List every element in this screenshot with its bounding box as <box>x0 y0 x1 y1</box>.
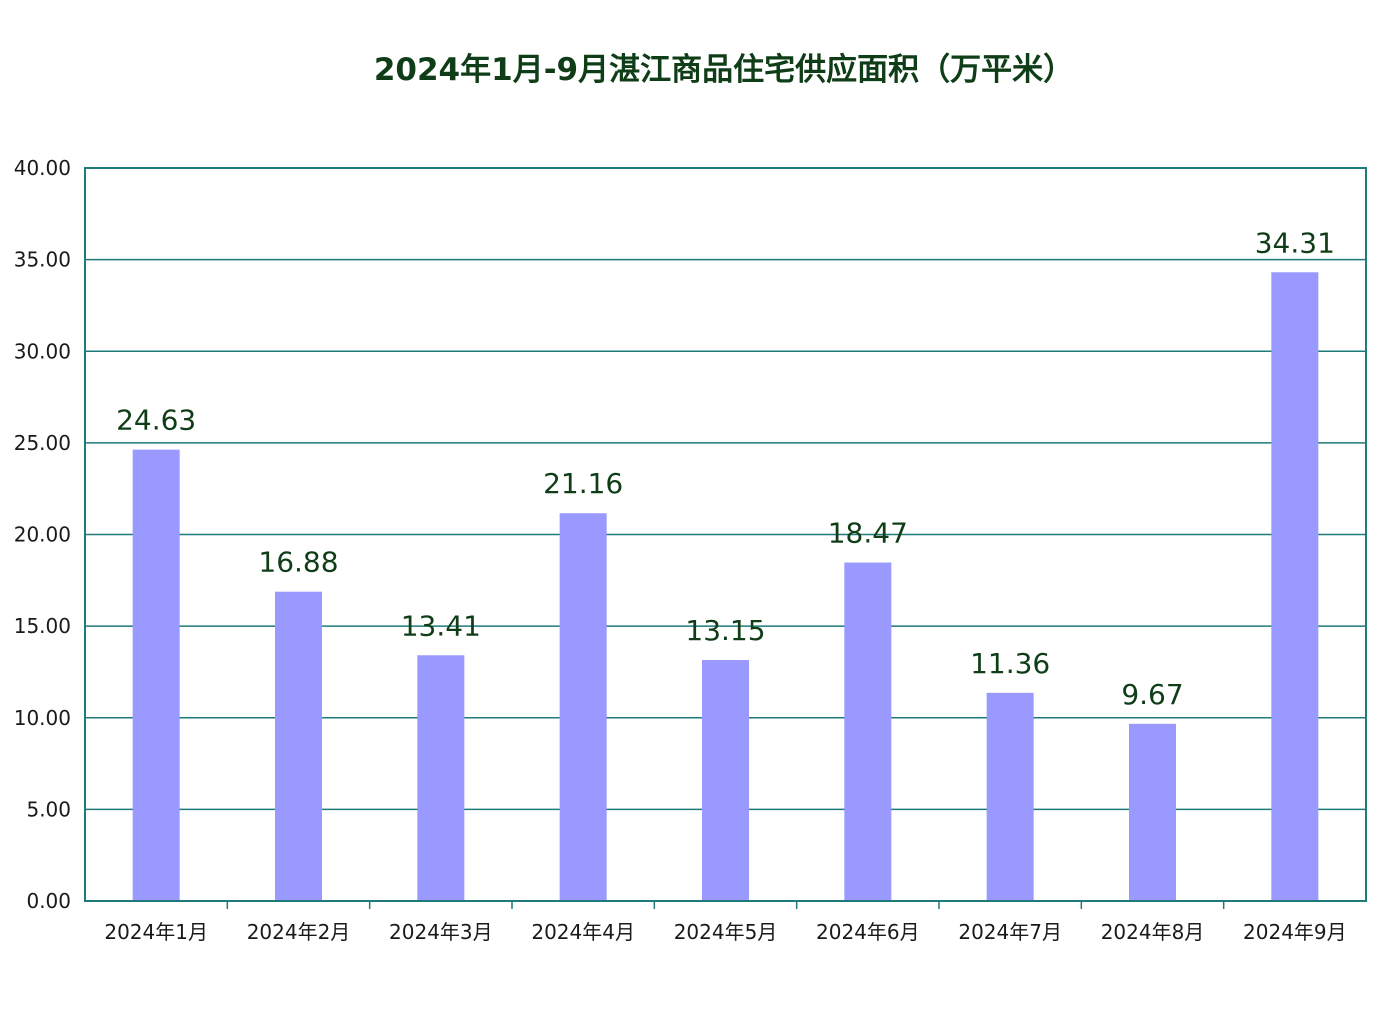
bar <box>702 660 749 901</box>
y-tick-label: 5.00 <box>26 797 71 821</box>
bar <box>132 449 180 901</box>
x-tick-label: 2024年8月 <box>1101 920 1205 944</box>
data-label: 11.36 <box>970 647 1050 680</box>
data-label: 34.31 <box>1255 226 1335 259</box>
data-label: 9.67 <box>1121 678 1183 711</box>
y-tick-label: 20.00 <box>14 523 71 547</box>
data-label: 16.88 <box>258 546 338 579</box>
x-tick-label: 2024年4月 <box>531 920 635 944</box>
bar <box>986 692 1034 901</box>
y-tick-label: 0.00 <box>26 889 71 913</box>
x-tick-label: 2024年7月 <box>958 920 1062 944</box>
x-tick-label: 2024年9月 <box>1243 920 1347 944</box>
y-tick-label: 15.00 <box>14 614 71 638</box>
data-label: 13.41 <box>401 609 481 642</box>
x-tick-label: 2024年1月 <box>104 920 208 944</box>
bar <box>559 513 607 901</box>
y-tick-label: 30.00 <box>14 339 71 363</box>
bar <box>275 591 322 901</box>
bar <box>417 655 465 901</box>
y-tick-label: 40.00 <box>14 156 71 180</box>
y-tick-label: 10.00 <box>14 706 71 730</box>
x-tick-label: 2024年6月 <box>816 920 920 944</box>
chart-title: 2024年1月-9月湛江商品住宅供应面积（万平米） <box>373 52 1075 88</box>
data-label: 21.16 <box>543 467 623 500</box>
y-tick-label: 35.00 <box>14 248 71 272</box>
x-tick-label: 2024年3月 <box>389 920 493 944</box>
bar <box>844 562 892 901</box>
y-tick-label: 25.00 <box>14 431 71 455</box>
data-label: 24.63 <box>116 404 196 437</box>
data-label: 18.47 <box>828 517 908 550</box>
x-tick-label: 2024年5月 <box>674 920 778 944</box>
bar <box>1271 272 1319 901</box>
bar <box>1129 723 1176 901</box>
x-tick-label: 2024年2月 <box>247 920 351 944</box>
data-label: 13.15 <box>685 614 765 647</box>
